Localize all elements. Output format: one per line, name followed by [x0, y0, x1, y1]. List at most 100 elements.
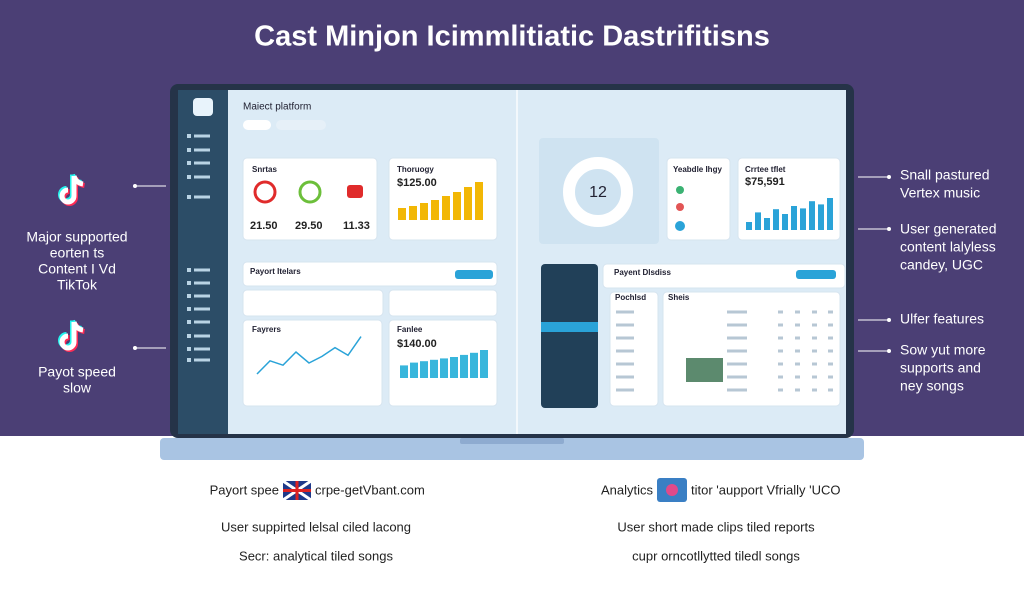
card-title: Yeabdle Ihgy — [673, 165, 722, 174]
thumbnail — [686, 358, 723, 382]
menu-icon — [187, 347, 191, 351]
list-item — [616, 336, 634, 340]
bar — [400, 365, 408, 378]
annotation: Payot speed — [38, 364, 116, 380]
menu-label — [194, 281, 210, 285]
row-cell — [727, 336, 747, 340]
stat-value: 11.33 — [343, 220, 370, 232]
menu-label — [194, 307, 210, 311]
button — [455, 270, 493, 279]
amount: $75,591 — [745, 176, 785, 188]
card — [242, 319, 383, 407]
bar — [409, 206, 417, 220]
menu-icon — [187, 195, 191, 199]
amount: $140.00 — [397, 338, 437, 350]
line — [256, 336, 362, 375]
menu-icon — [187, 294, 191, 298]
bar — [475, 182, 483, 220]
pill — [276, 120, 326, 130]
stat-value: 21.50 — [250, 220, 278, 232]
annotation: Content I Vd — [38, 261, 116, 277]
list-item — [616, 388, 634, 392]
panel-title: Payent Dlsdiss — [614, 268, 671, 277]
donut-value: 12 — [589, 184, 607, 201]
row-cell — [795, 375, 800, 379]
bar — [480, 350, 488, 378]
row-cell — [795, 336, 800, 340]
connector-dot — [887, 175, 891, 179]
pill — [243, 120, 271, 130]
row-cell — [727, 323, 747, 327]
footer-text: User short made clips tiled reports — [617, 519, 815, 534]
footer-text: titor 'aupport Vfrially 'UCO — [691, 482, 840, 497]
footer-text: Analytics — [601, 482, 654, 497]
list-title: Pochlsd — [615, 293, 646, 302]
laptop-notch — [460, 438, 564, 444]
amount: $125.00 — [397, 177, 437, 189]
bar — [818, 204, 824, 230]
annotation: slow — [63, 380, 92, 396]
row-cell — [727, 310, 747, 314]
menu-icon — [187, 358, 191, 362]
row-cell — [727, 362, 747, 366]
panel-title: Payort Itelars — [250, 267, 301, 276]
row-cell — [727, 349, 747, 353]
row-cell — [812, 310, 817, 314]
menu-label — [194, 161, 210, 165]
annotation: content lalyless — [900, 239, 996, 255]
bar — [460, 354, 468, 378]
bar — [746, 222, 752, 230]
card — [388, 289, 498, 317]
menu-icon — [187, 161, 191, 165]
icon — [676, 203, 684, 211]
bar — [782, 214, 788, 230]
bar — [398, 208, 406, 220]
menu-icon — [187, 134, 191, 138]
menu-label — [194, 195, 210, 199]
menu-icon — [187, 307, 191, 311]
flag-cross — [283, 481, 311, 500]
card-title: Snrtas — [252, 165, 277, 174]
icon — [347, 185, 363, 198]
menu-label — [194, 320, 210, 324]
analytics-icon-dot — [666, 484, 678, 496]
bar — [800, 208, 806, 230]
menu-icon — [187, 334, 191, 338]
row-cell — [795, 362, 800, 366]
menu-icon — [187, 281, 191, 285]
row-cell — [795, 388, 800, 392]
row-cell — [778, 310, 783, 314]
row-cell — [795, 310, 800, 314]
icon — [298, 180, 322, 204]
button — [796, 270, 836, 279]
menu-label — [194, 175, 210, 179]
row-cell — [812, 336, 817, 340]
row-cell — [812, 375, 817, 379]
row-cell — [727, 375, 747, 379]
annotation: ney songs — [900, 378, 964, 394]
annotation: User generated — [900, 221, 997, 237]
card-title: Fanlee — [397, 325, 423, 334]
row-cell — [812, 362, 817, 366]
menu-label — [194, 268, 210, 272]
row-cell — [828, 375, 833, 379]
menu-label — [194, 334, 210, 338]
list-item — [616, 323, 634, 327]
menu-label — [194, 347, 210, 351]
connector-dot — [887, 227, 891, 231]
menu-icon — [187, 268, 191, 272]
row-cell — [778, 349, 783, 353]
bar — [464, 187, 472, 220]
connector-dot — [887, 318, 891, 322]
row-cell — [828, 362, 833, 366]
list-item — [616, 362, 634, 366]
row-cell — [828, 336, 833, 340]
footer-text: cupr orncotllytted tiledl songs — [632, 548, 800, 563]
bar — [453, 192, 461, 220]
list-item — [616, 310, 634, 314]
row-cell — [828, 323, 833, 327]
menu-icon — [187, 175, 191, 179]
footer-text: User suppirted lelsal ciled lacong — [221, 519, 411, 534]
footer-text: crpe-getVbant.com — [315, 482, 425, 497]
